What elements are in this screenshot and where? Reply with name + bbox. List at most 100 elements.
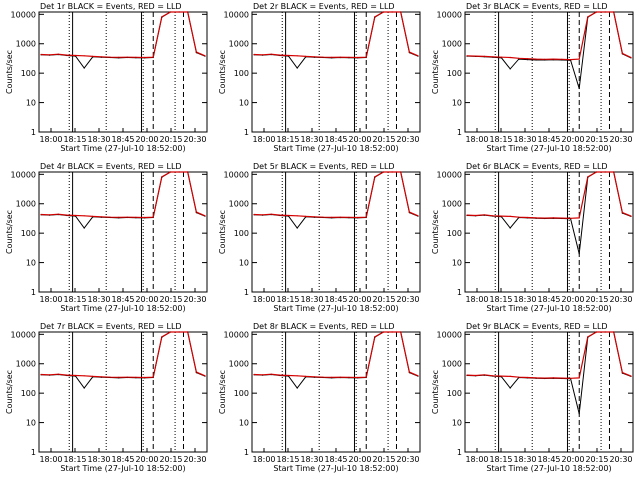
lld-data-point xyxy=(500,215,503,217)
lld-data-point xyxy=(357,56,359,59)
lld-data-point xyxy=(595,331,598,333)
lld-series-line xyxy=(40,331,206,379)
x-tick-label: 20:30 xyxy=(183,135,206,144)
x-tick-label: 20:30 xyxy=(609,295,632,304)
y-tick-label: 1 xyxy=(31,128,36,137)
x-tick-label: 18:45 xyxy=(111,295,134,304)
y-tick-label: 10 xyxy=(452,419,462,428)
x-tick-label: 18:00 xyxy=(39,455,62,464)
lld-data-point xyxy=(49,374,51,376)
plot-title: Det 5r BLACK = Events, RED = LLD xyxy=(253,162,395,171)
lld-data-point xyxy=(161,176,163,178)
lld-data-point xyxy=(204,375,206,377)
y-tick-label: 1000 xyxy=(229,360,249,369)
lld-data-point xyxy=(417,55,419,57)
x-tick-label: 18:45 xyxy=(324,455,347,464)
plot-title: Det 9r BLACK = Events, RED = LLD xyxy=(466,322,608,331)
lld-data-point xyxy=(483,374,485,376)
x-axis-label: Start Time (27-Jul-10 18:52:00) xyxy=(486,304,611,313)
events-data-point xyxy=(296,227,298,229)
lld-data-point xyxy=(118,376,120,378)
lld-data-point xyxy=(83,55,85,57)
lld-data-point xyxy=(100,56,102,58)
lld-series-line xyxy=(253,171,419,219)
lld-data-point xyxy=(552,217,554,219)
lld-data-point xyxy=(492,215,494,217)
lld-data-point xyxy=(253,53,255,56)
y-tick-label: 10000 xyxy=(11,330,36,339)
y-tick-label: 100 xyxy=(447,229,462,238)
lld-data-point xyxy=(57,213,59,215)
events-series-line xyxy=(40,331,206,389)
lld-data-point xyxy=(400,11,402,13)
x-axis-label: Start Time (27-Jul-10 18:52:00) xyxy=(273,304,398,313)
y-tick-label: 10 xyxy=(239,259,249,268)
x-tick-label: 18:45 xyxy=(324,295,347,304)
x-tick-label: 18:30 xyxy=(513,295,536,304)
lld-data-point xyxy=(126,216,128,218)
events-data-point xyxy=(578,413,580,415)
lld-data-point xyxy=(40,213,42,216)
lld-series-line xyxy=(466,11,632,61)
y-tick-label: 10 xyxy=(239,419,249,428)
x-tick-label: 20:15 xyxy=(585,135,608,144)
plot-title: Det 1r BLACK = Events, RED = LLD xyxy=(40,2,182,11)
lld-data-point xyxy=(57,53,59,55)
lld-data-point xyxy=(613,171,615,173)
lld-data-point xyxy=(152,376,154,378)
y-tick-label: 1000 xyxy=(229,40,249,49)
lld-data-point xyxy=(561,58,563,60)
y-axis-label: Counts/sec xyxy=(218,210,227,254)
y-axis-label: Counts/sec xyxy=(431,50,440,94)
lld-data-point xyxy=(500,375,503,377)
x-tick-label: 20:00 xyxy=(135,295,158,304)
lld-data-point xyxy=(587,16,589,18)
lld-series-line xyxy=(40,171,206,219)
lld-data-point xyxy=(195,211,197,213)
lld-data-point xyxy=(296,55,298,57)
x-tick-label: 20:15 xyxy=(585,295,608,304)
lld-data-point xyxy=(100,376,102,378)
lld-data-point xyxy=(535,58,537,60)
events-series-line xyxy=(253,11,419,69)
lld-data-point xyxy=(400,171,402,173)
lld-data-point xyxy=(391,171,393,173)
lld-data-point xyxy=(365,376,367,378)
x-tick-label: 18:15 xyxy=(276,135,299,144)
lld-series-line xyxy=(466,331,632,379)
plot-title: Det 3r BLACK = Events, RED = LLD xyxy=(466,2,608,11)
plot-frame xyxy=(38,171,208,293)
lld-data-point xyxy=(408,211,410,213)
lld-data-point xyxy=(339,216,341,218)
lld-data-point xyxy=(339,376,341,378)
x-tick-label: 20:00 xyxy=(561,295,584,304)
x-tick-label: 18:45 xyxy=(111,135,134,144)
lld-data-point xyxy=(365,56,367,58)
lld-data-point xyxy=(587,336,589,338)
x-axis-label: Start Time (27-Jul-10 18:52:00) xyxy=(273,464,398,473)
y-tick-label: 1000 xyxy=(442,200,462,209)
lld-data-point xyxy=(152,216,154,218)
events-data-point xyxy=(526,59,529,61)
lld-data-point xyxy=(518,57,520,59)
lld-data-point xyxy=(348,376,350,378)
lld-data-point xyxy=(475,214,477,217)
x-tick-label: 18:00 xyxy=(465,455,488,464)
y-tick-label: 10000 xyxy=(11,10,36,19)
lld-data-point xyxy=(391,11,393,13)
lld-data-point xyxy=(382,171,385,173)
lld-data-point xyxy=(621,52,624,55)
lld-data-point xyxy=(313,376,315,378)
lld-data-point xyxy=(604,171,606,173)
lld-data-point xyxy=(262,374,264,376)
x-tick-label: 20:30 xyxy=(396,455,419,464)
x-tick-label: 20:00 xyxy=(135,455,158,464)
lld-data-point xyxy=(270,213,272,215)
lld-data-point xyxy=(66,54,68,56)
lld-data-point xyxy=(621,372,624,374)
lld-data-point xyxy=(339,56,341,58)
lld-data-point xyxy=(169,171,172,173)
y-tick-label: 1000 xyxy=(442,40,462,49)
y-tick-label: 10 xyxy=(452,259,462,268)
y-tick-label: 1 xyxy=(31,288,36,297)
